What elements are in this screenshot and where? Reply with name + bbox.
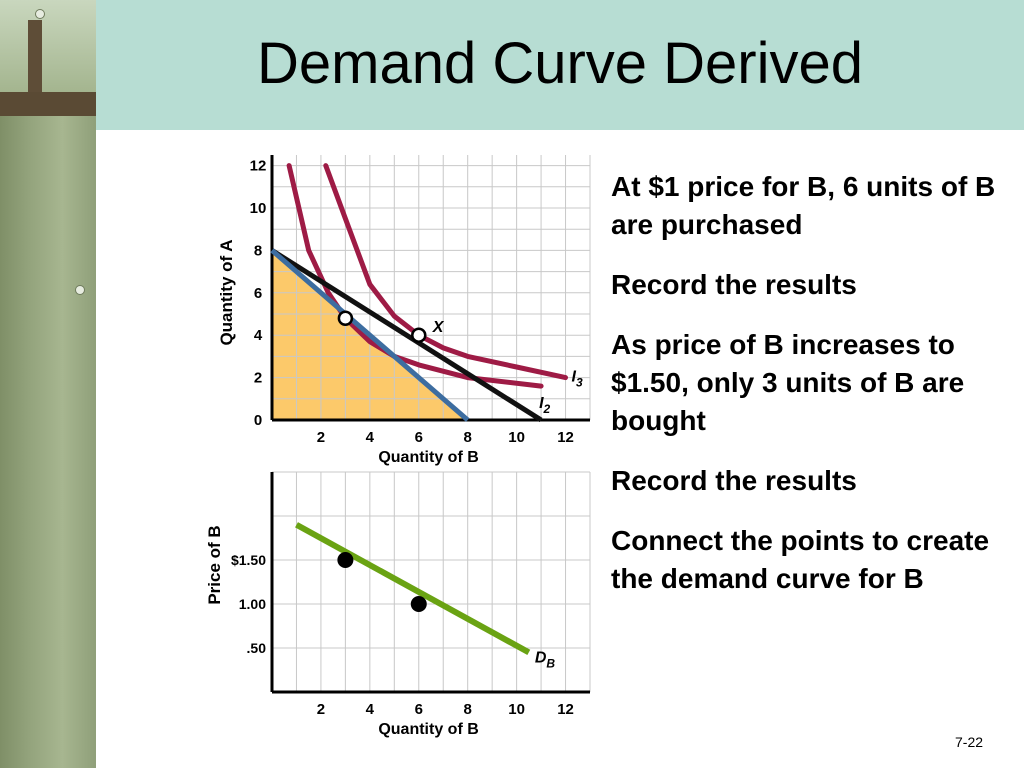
y-axis-label-2: Price of B [205,525,224,604]
charts-canvas: X I3 I2 0 2 4 6 8 10 12 2 4 6 8 10 12 Quantity of B Quant… [205,155,591,738]
bullet-list: At $1 price for B, 6 units of B are purc… [611,168,1011,620]
curve-label-i2: I2 [539,395,550,416]
wooden-post [28,20,42,115]
x-tick-label-2: 12 [557,701,574,718]
y-axis-label-1: Quantity of A [217,239,236,345]
demand-point [410,596,427,612]
x-tick-label-2: 8 [464,701,472,718]
indifference-curve-i2 [286,163,544,389]
bullet-5: Connect the points to create the demand … [611,525,990,594]
bullet-1: At $1 price for B, 6 units of B are purc… [611,171,996,240]
x-tick-label-1: 6 [415,429,423,446]
tangency-point [337,310,354,326]
y-tick-label-1: 2 [254,370,262,387]
budget-line-price-1 [270,248,543,423]
y-tick-label-2: 1.00 [239,596,266,612]
y-tick-label-2: $1.50 [231,552,266,568]
x-axis-label-2: Quantity of B [378,721,478,738]
y-tick-label-1: 0 [254,412,262,429]
side-panel-highlight [0,0,96,92]
y-tick-label-1: 8 [254,242,262,259]
y-tick-label-2: .50 [247,640,267,656]
budget-line-price-150 [270,248,470,422]
bullet-4: Record the results [611,465,857,496]
bullet-2: Record the results [611,269,857,300]
x-tick-label-1: 12 [557,429,574,446]
tangency-point [411,327,427,343]
point-label-x: X [432,319,445,336]
slide-title: Demand Curve Derived [256,31,864,96]
title-bar [96,0,1024,130]
decorative-side-panel [0,0,96,768]
x-tick-label-2: 10 [508,701,525,718]
page-number: 7-22 [955,734,984,750]
x-tick-label-2: 6 [415,701,423,718]
x-tick-label-1: 10 [508,429,525,446]
y-tick-label-1: 10 [250,200,267,217]
bullet-3: As price of B increases to $1.50, only 3… [611,329,965,436]
demand-curve [295,522,531,656]
y-tick-label-1: 4 [254,327,263,344]
x-axis-label-1: Quantity of B [378,449,478,466]
y-tick-label-1: 12 [250,158,267,175]
x-tick-label-2: 2 [317,701,325,718]
wooden-beam [0,92,96,116]
bolt-icon [36,10,44,18]
curve-label-db: DB [535,649,556,670]
bolt-icon [76,286,84,294]
y-tick-label-1: 6 [254,285,262,302]
x-tick-label-1: 4 [366,429,375,446]
x-tick-label-2: 4 [366,701,375,718]
x-tick-label-1: 8 [464,429,472,446]
demand-point [337,552,354,568]
x-tick-label-1: 2 [317,429,325,446]
curve-label-i3: I3 [572,369,583,390]
